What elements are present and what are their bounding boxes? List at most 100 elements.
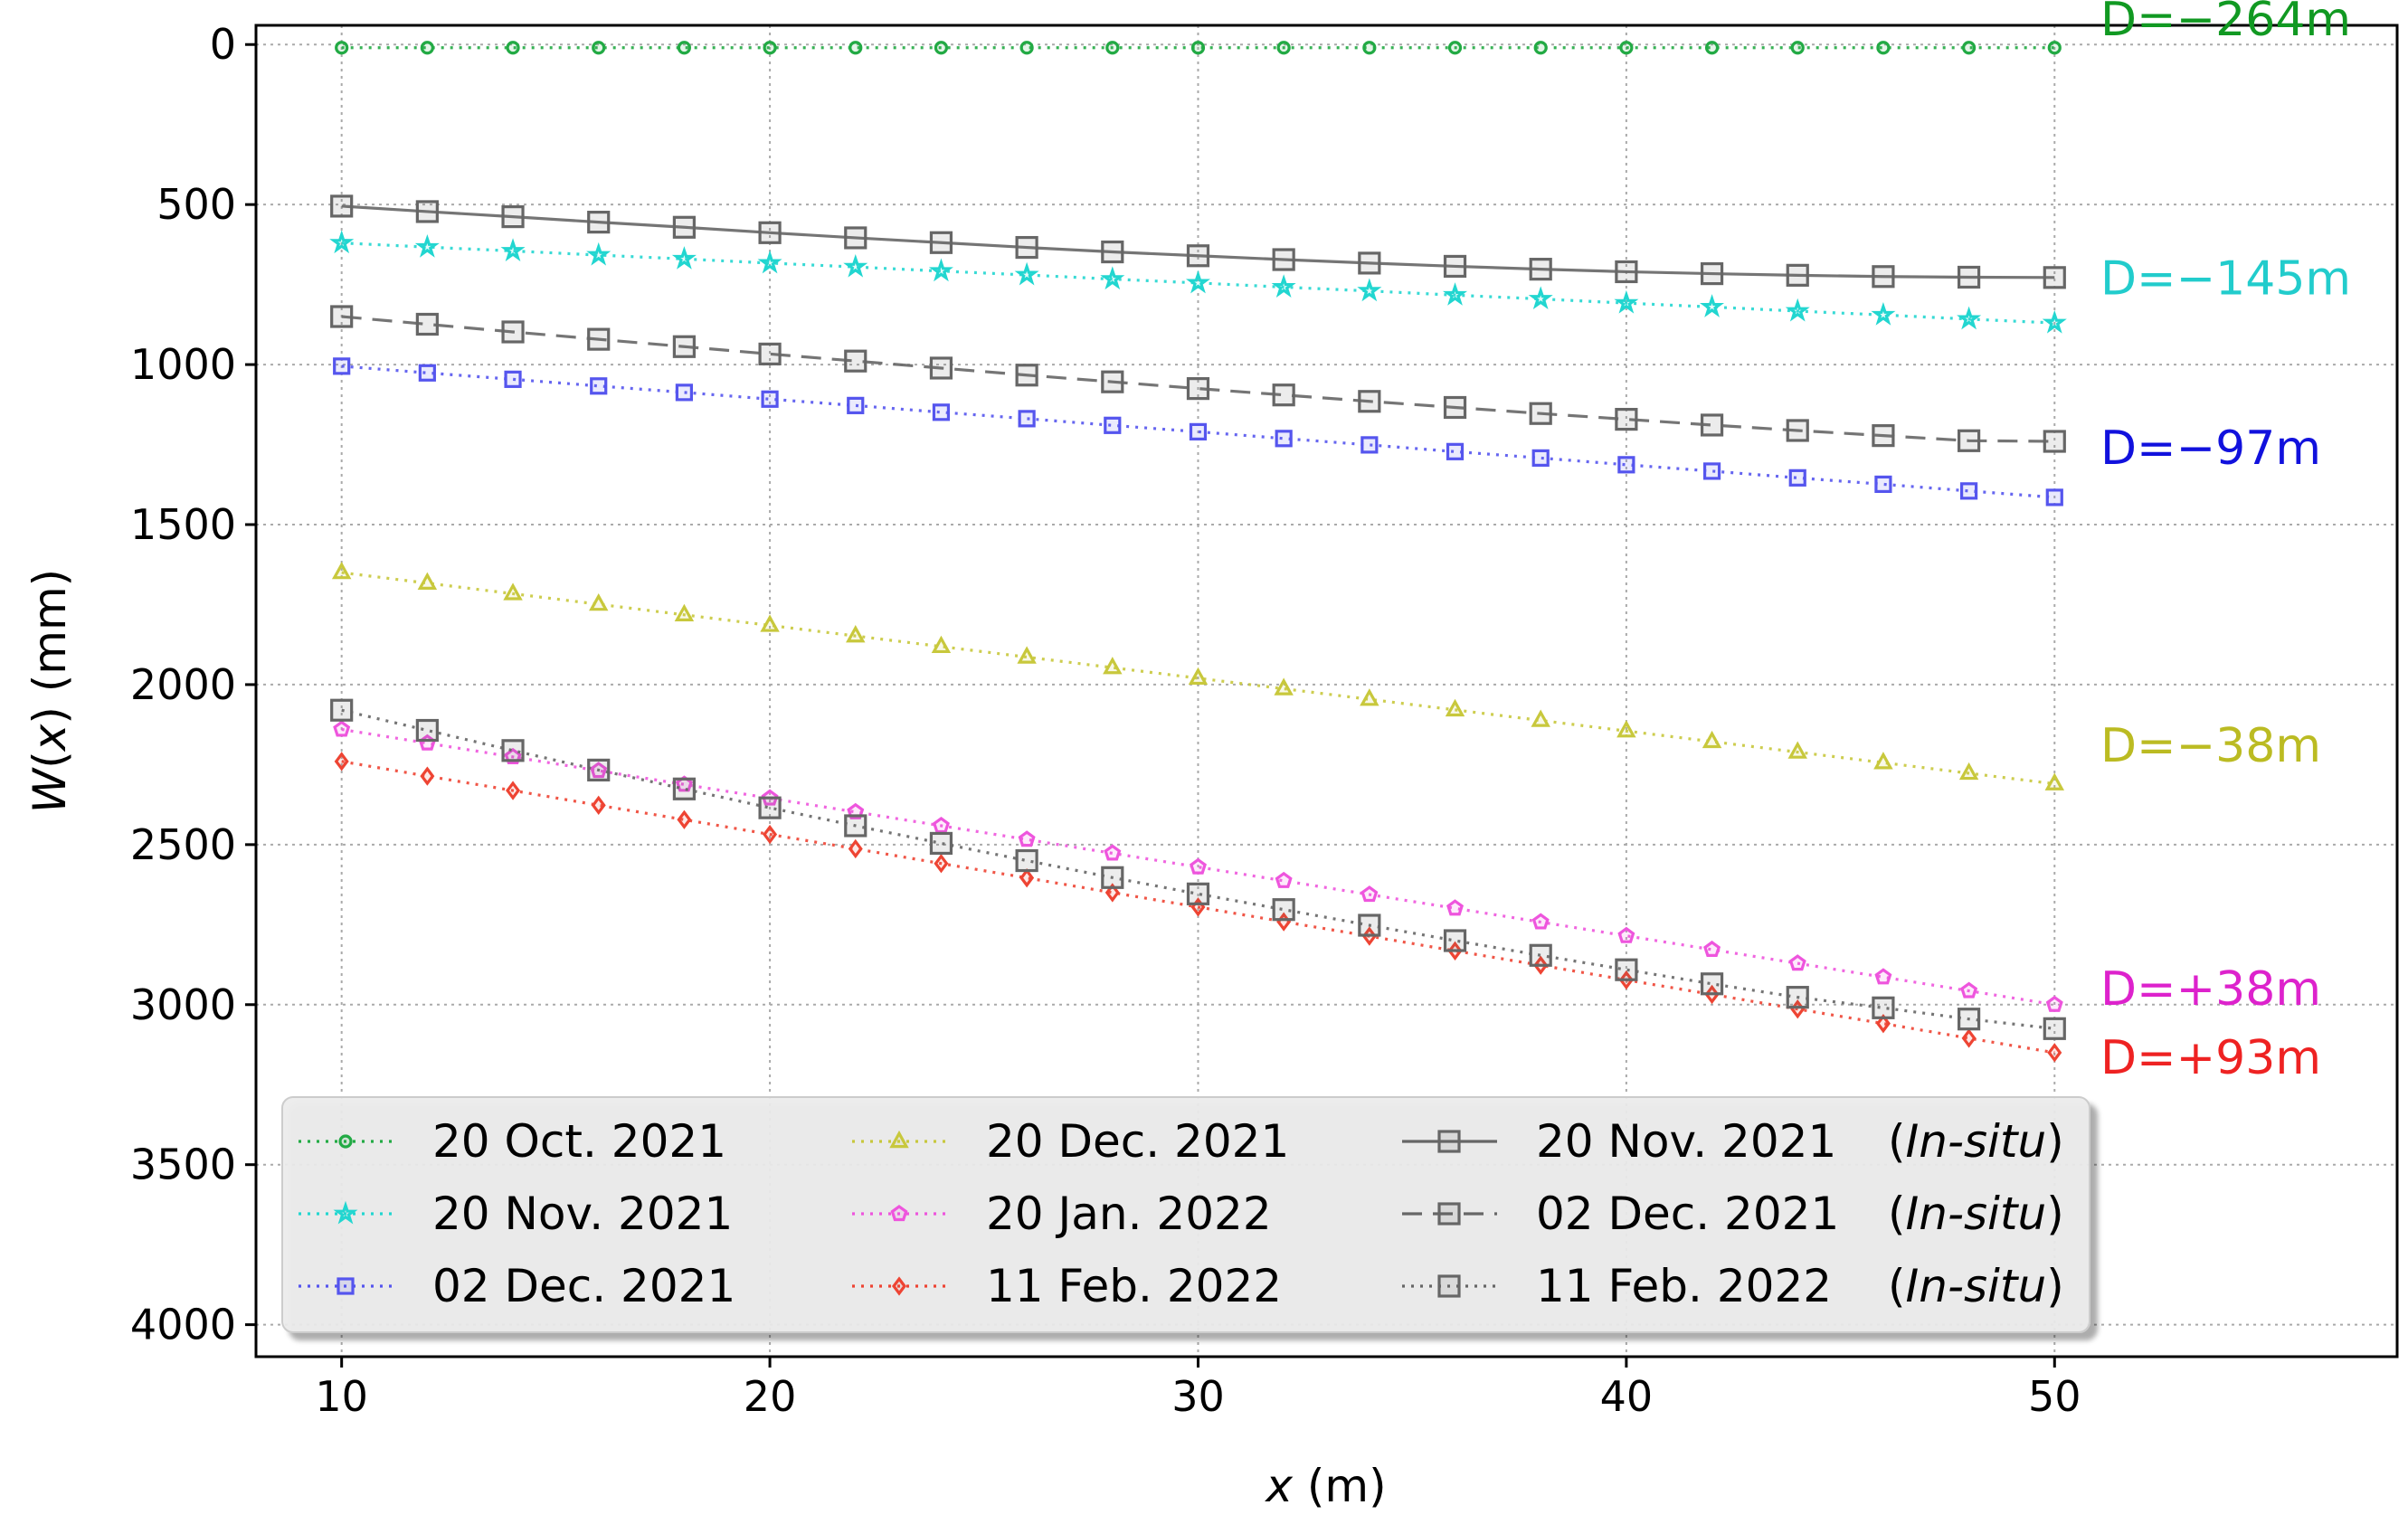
data-point xyxy=(1531,913,1550,930)
data-point xyxy=(1186,244,1210,268)
data-point xyxy=(1787,741,1807,759)
data-point xyxy=(417,572,438,590)
data-point xyxy=(1874,475,1892,494)
data-point xyxy=(1616,720,1636,738)
legend-label: 20 Nov. 2021 xyxy=(1536,1115,1836,1168)
legend-label: 20 Nov. 2021 xyxy=(432,1188,733,1240)
data-point xyxy=(1443,254,1467,279)
legend-suffix: (In-situ) xyxy=(1888,1115,2064,1168)
data-point xyxy=(1186,882,1210,905)
data-point xyxy=(1104,844,1122,861)
data-point xyxy=(1360,885,1379,903)
data-point xyxy=(415,200,439,223)
y-tick-label: 1500 xyxy=(130,500,236,549)
data-point xyxy=(586,241,611,266)
data-point xyxy=(1615,260,1638,284)
data-point xyxy=(1617,926,1635,943)
data-point xyxy=(1960,981,1978,999)
plot-frame xyxy=(254,24,2399,1358)
annotation-label: D=−97m xyxy=(2100,421,2321,476)
data-point xyxy=(1872,996,1895,1019)
series-line xyxy=(341,315,2055,443)
legend-marker xyxy=(890,1205,908,1222)
data-point xyxy=(501,739,525,762)
data-point xyxy=(1360,688,1379,706)
data-point xyxy=(2045,995,2063,1012)
data-point xyxy=(763,824,778,845)
data-point xyxy=(500,238,526,261)
data-point xyxy=(848,41,863,55)
data-point xyxy=(2043,266,2066,289)
legend-label: 20 Oct. 2021 xyxy=(432,1115,726,1168)
series-line xyxy=(341,204,2055,279)
data-point xyxy=(1276,41,1291,55)
data-point xyxy=(1617,456,1635,474)
data-point xyxy=(1872,265,1895,289)
data-point xyxy=(1615,407,1638,431)
data-point xyxy=(932,816,950,834)
legend-label: 11 Feb. 2022 xyxy=(1536,1260,1832,1312)
data-point xyxy=(1446,899,1465,916)
annotation-label: D=−145m xyxy=(2100,252,2351,307)
data-point xyxy=(1960,482,1978,500)
data-point xyxy=(1019,41,1034,55)
data-point xyxy=(2045,488,2063,506)
data-point xyxy=(1188,667,1209,686)
legend-label: 20 Dec. 2021 xyxy=(986,1115,1289,1168)
data-point xyxy=(931,635,952,654)
data-point xyxy=(1704,41,1720,55)
legend-marker xyxy=(1437,1130,1461,1153)
data-point xyxy=(1871,302,1896,326)
data-point xyxy=(418,364,436,382)
data-point xyxy=(1786,263,1809,287)
y-tick-label: 3000 xyxy=(130,980,236,1029)
data-point xyxy=(675,383,694,402)
data-point xyxy=(1531,709,1550,727)
data-point xyxy=(420,41,434,55)
data-point xyxy=(1271,274,1296,298)
data-point xyxy=(1272,898,1295,922)
data-point xyxy=(1443,929,1467,952)
series-5 xyxy=(333,720,2063,1012)
data-point xyxy=(844,226,867,250)
data-point xyxy=(1958,265,1981,289)
data-point xyxy=(1700,261,1724,286)
data-point xyxy=(1531,449,1550,467)
data-point xyxy=(677,41,692,55)
data-point xyxy=(675,775,693,792)
data-point xyxy=(331,561,352,580)
series-8 xyxy=(330,305,2066,453)
data-point xyxy=(506,41,520,55)
y-axis-label: W(x) (mm) xyxy=(24,569,76,813)
data-point xyxy=(504,370,522,388)
data-point xyxy=(1442,282,1468,306)
data-point xyxy=(1189,422,1208,440)
data-point xyxy=(1786,419,1809,442)
data-point xyxy=(1189,857,1207,875)
data-point xyxy=(501,320,525,344)
data-point xyxy=(1101,370,1124,393)
data-point xyxy=(414,233,440,258)
legend-label: 11 Feb. 2022 xyxy=(986,1260,1282,1312)
data-point xyxy=(1957,306,1982,330)
data-point xyxy=(934,854,949,874)
data-point xyxy=(846,625,866,643)
data-point xyxy=(1362,41,1377,55)
data-point xyxy=(1019,867,1035,888)
data-point xyxy=(501,205,525,229)
data-point xyxy=(1105,41,1120,55)
y-tick-label: 1000 xyxy=(130,340,236,389)
data-point xyxy=(1272,383,1295,407)
data-point xyxy=(1876,41,1891,55)
data-point xyxy=(1700,294,1725,317)
data-point xyxy=(760,614,780,632)
legend-box xyxy=(281,1096,2090,1333)
data-point xyxy=(1529,258,1552,281)
data-point xyxy=(1614,289,1639,314)
legend-label: 20 Jan. 2022 xyxy=(986,1188,1272,1240)
series-3 xyxy=(333,357,2063,506)
data-point xyxy=(1274,677,1294,696)
data-point xyxy=(415,718,439,743)
data-point xyxy=(1358,390,1381,413)
series-layer xyxy=(329,41,2067,1063)
